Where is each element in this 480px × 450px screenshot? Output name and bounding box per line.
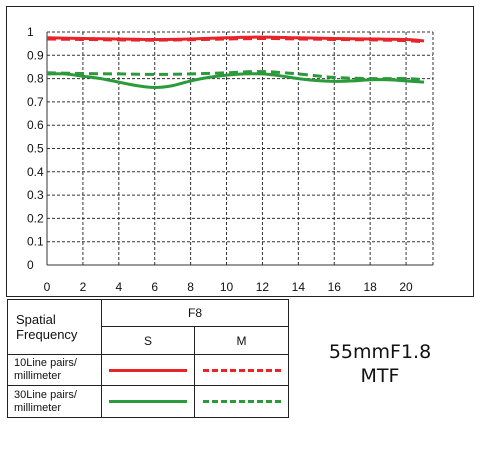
- row-label-30lp: 30Line pairs/ millimeter: [7, 385, 102, 418]
- sagittal-column-header: S: [101, 326, 195, 355]
- aperture-header: F8: [100, 299, 290, 327]
- series-line-10lp-m: [46, 36, 425, 44]
- mtf-chart: 00.10.20.30.40.50.60.70.80.910 2 4 6 8 10 12 14…: [27, 25, 434, 294]
- y-tick-label: 0.7: [27, 95, 44, 109]
- x-tick-label: 0: [44, 280, 51, 294]
- y-tick-label: 0.8: [27, 72, 44, 86]
- y-tick-label: 1: [27, 25, 34, 39]
- x-tick-label: 8: [187, 280, 194, 294]
- swatch-30lp-s-cell: [101, 385, 195, 418]
- chart-type-label: MTF: [360, 365, 400, 387]
- y-tick-label: 0.4: [27, 165, 44, 179]
- y-tick-label: 0.1: [27, 235, 44, 249]
- swatch-10lp-m-cell: [193, 354, 290, 386]
- meridional-column-header: M: [193, 326, 290, 355]
- y-tick-label: 0.2: [27, 211, 44, 225]
- x-tick-label: 16: [328, 280, 342, 294]
- y-tick-label: 0.9: [27, 48, 44, 62]
- x-tick-label: 14: [292, 280, 306, 294]
- legend-swatch-30lp-m: [202, 400, 281, 403]
- legend-swatch-30lp-s: [109, 400, 187, 403]
- x-tick-label: 4: [115, 280, 122, 294]
- x-tick-label: 18: [363, 280, 377, 294]
- swatch-30lp-m-cell: [193, 385, 290, 418]
- y-tick-label: 0.3: [27, 188, 44, 202]
- lens-caption: 55mmF1.8 MTF: [300, 340, 460, 388]
- legend-swatch-10lp-m: [202, 368, 281, 372]
- series-line-30lp-m: [46, 70, 425, 82]
- x-tick-label: 10: [220, 280, 234, 294]
- series-line-30lp-s: [46, 72, 425, 90]
- spatial-frequency-header: Spatial Frequency: [7, 299, 102, 355]
- mtf-chart-frame: 0 0.1 0.2 0.3 0.4 0.5 0.6 0.7 0.8 0.9 1 0 2 4 6 8 10 12 14…: [6, 6, 474, 297]
- legend-table: Spatial Frequency F8 S M 10Line pairs/ m…: [7, 299, 290, 418]
- legend-swatch-10lp-s: [109, 368, 187, 372]
- y-tick-label: 0.6: [27, 118, 44, 132]
- x-tick-label: 12: [256, 280, 270, 294]
- y-tick-label: 0.5: [27, 142, 44, 156]
- swatch-10lp-s-cell: [101, 354, 195, 386]
- x-tick-label: 20: [399, 280, 413, 294]
- y-tick-label: 0: [27, 258, 34, 272]
- lens-name: 55mmF1.8: [328, 341, 432, 363]
- row-label-10lp: 10Line pairs/ millimeter: [7, 354, 102, 386]
- x-tick-label: 2: [80, 280, 87, 294]
- x-tick-label: 6: [151, 280, 158, 294]
